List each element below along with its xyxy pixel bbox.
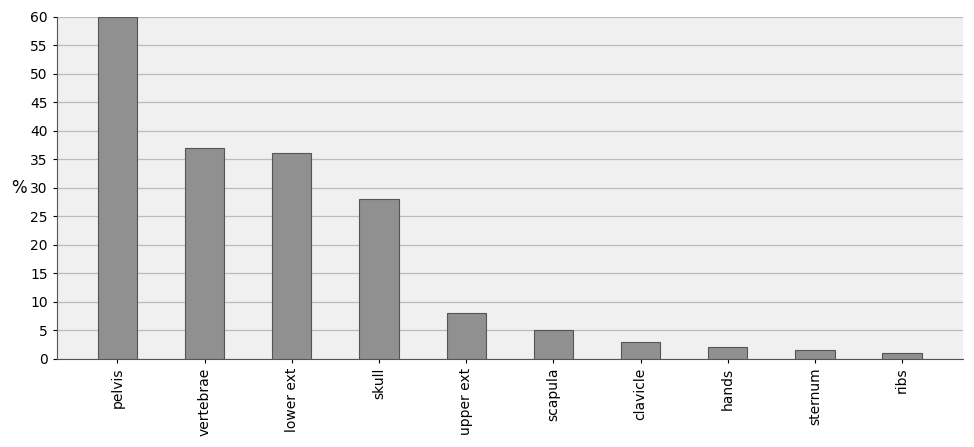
Bar xyxy=(97,17,137,358)
Bar xyxy=(534,330,573,358)
Bar xyxy=(447,313,486,358)
Bar xyxy=(796,350,835,358)
Y-axis label: %: % xyxy=(11,179,26,197)
Bar xyxy=(185,148,224,358)
Bar xyxy=(708,347,747,358)
Bar xyxy=(621,342,660,358)
Bar xyxy=(359,199,398,358)
Bar xyxy=(882,353,921,358)
Bar xyxy=(272,153,312,358)
